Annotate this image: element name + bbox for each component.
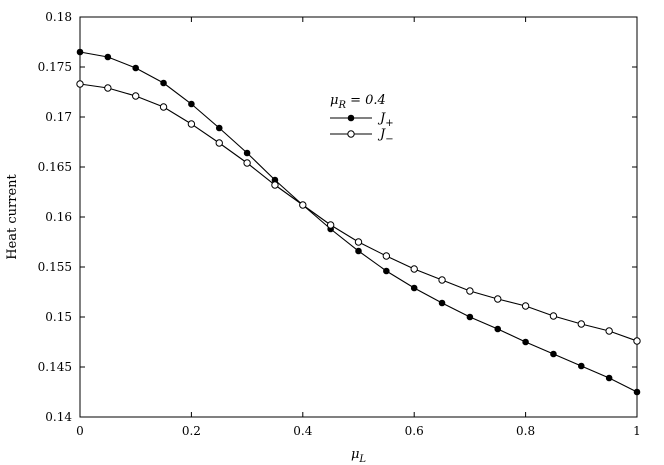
data-point	[494, 295, 502, 303]
data-point	[132, 92, 140, 100]
y-tick-label: 0.17	[45, 110, 72, 124]
y-tick-label: 0.175	[38, 60, 72, 74]
data-point	[132, 64, 139, 72]
data-point	[271, 181, 279, 189]
legend-entries: J+J−	[330, 111, 394, 145]
data-point	[382, 252, 391, 260]
data-point	[243, 159, 251, 167]
data-point	[159, 103, 168, 111]
data-point	[160, 79, 167, 87]
y-tick-label: 0.155	[38, 260, 72, 274]
data-point	[383, 267, 390, 275]
series-line	[79, 83, 638, 342]
axis-ticks	[79, 16, 638, 418]
data-point	[605, 374, 613, 382]
data-point	[577, 320, 585, 328]
y-tick-label: 0.15	[45, 310, 72, 324]
y-tick-label: 0.145	[38, 360, 72, 374]
data-point	[550, 350, 557, 358]
axis-tick-labels: 0 0.2 0.4 0.6 0.8 1 0.14 0.145 0.15 0.155 0.16 0.16…	[38, 10, 641, 438]
data-point	[299, 201, 307, 209]
legend-entry: J−	[330, 127, 394, 145]
data-point	[188, 100, 195, 108]
data-point	[187, 120, 196, 128]
y-tick-label: 0.18	[45, 10, 72, 24]
data-point	[104, 53, 112, 61]
data-point	[243, 149, 251, 157]
data-point	[326, 221, 335, 229]
x-tick-label: 0.2	[182, 424, 201, 438]
data-point	[605, 327, 613, 335]
y-axis-label: Heat current	[5, 173, 20, 259]
y-tick-label: 0.14	[45, 410, 72, 424]
y-tick-label: 0.165	[38, 160, 72, 174]
data-point	[466, 287, 474, 295]
data-point	[578, 362, 585, 370]
legend-marker	[347, 130, 355, 138]
x-tick-label: 0.4	[293, 424, 312, 438]
legend-entry: J+	[330, 111, 394, 129]
legend-label: J+	[377, 111, 394, 129]
data-point	[355, 247, 362, 255]
legend-label: J−	[377, 127, 394, 145]
x-axis-label: μL	[351, 447, 366, 465]
x-tick-label: 0.8	[516, 424, 535, 438]
y-tick-label: 0.16	[45, 210, 72, 224]
data-point	[76, 80, 84, 88]
data-point	[522, 338, 529, 346]
data-point	[549, 312, 558, 320]
data-point	[438, 276, 446, 284]
data-point	[410, 284, 418, 292]
series-j-minus	[76, 80, 641, 345]
x-tick-label: 1	[633, 424, 641, 438]
data-point	[466, 313, 474, 321]
legend: μR = 0.4 J+J−	[330, 93, 394, 145]
data-point	[104, 84, 112, 92]
data-point	[633, 337, 641, 345]
x-tick-label: 0	[76, 424, 84, 438]
data-point	[410, 265, 418, 273]
data-point	[76, 48, 84, 56]
data-point	[438, 299, 446, 307]
data-point	[521, 302, 530, 310]
data-point	[494, 325, 502, 333]
data-point	[215, 139, 223, 147]
legend-annotation: μR = 0.4	[330, 93, 386, 111]
legend-marker	[347, 114, 355, 122]
x-tick-label: 0.6	[405, 424, 424, 438]
series-layer	[76, 48, 641, 396]
data-point	[633, 388, 641, 396]
data-point	[354, 238, 363, 246]
data-point	[215, 124, 223, 132]
